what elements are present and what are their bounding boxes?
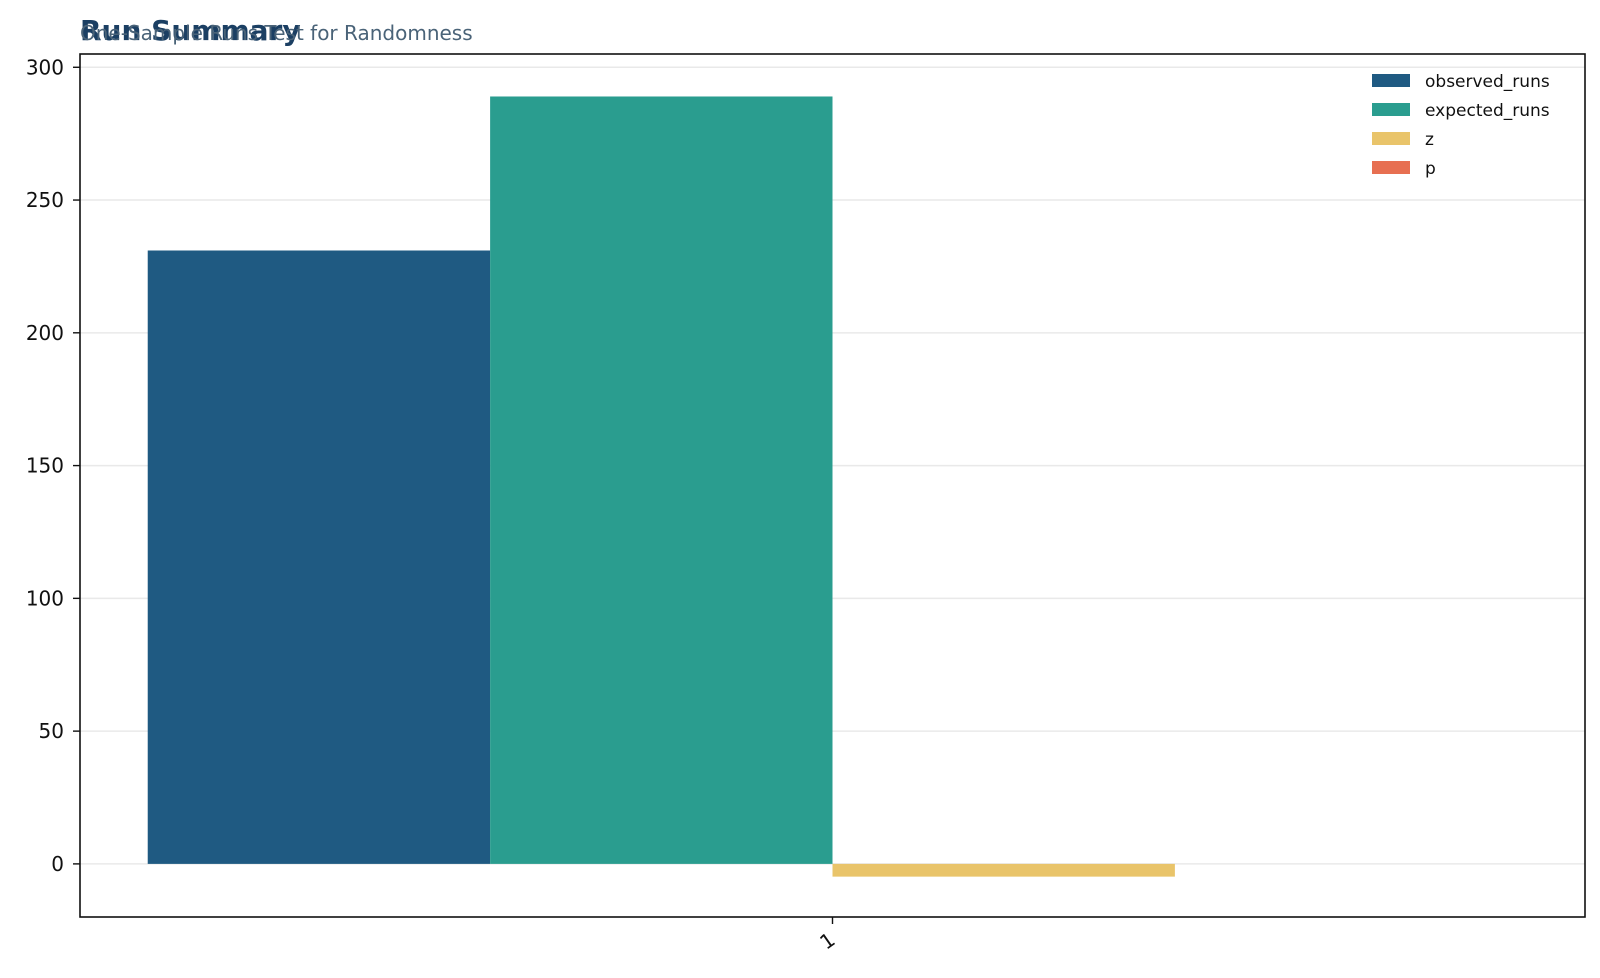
- bar-z: [832, 863, 1175, 877]
- y-tick-label: 250: [26, 188, 64, 212]
- y-tick-label: 100: [26, 586, 64, 610]
- legend-swatch-expected-runs: [1372, 103, 1410, 116]
- y-tick-label: 50: [39, 719, 64, 743]
- y-axis: 0 50 100 150 200 250 300: [26, 55, 80, 876]
- legend-swatch-observed-runs: [1372, 74, 1410, 87]
- legend-swatch-p: [1372, 161, 1410, 174]
- x-tick-label: 1: [815, 927, 839, 954]
- y-tick-label: 0: [51, 852, 64, 876]
- legend-label-p: p: [1425, 159, 1436, 179]
- y-tick-label: 200: [26, 321, 64, 345]
- x-axis: 1: [815, 917, 839, 954]
- bars: [147, 96, 1175, 877]
- legend-label-expected-runs: expected_runs: [1425, 101, 1550, 121]
- legend-label-observed-runs: observed_runs: [1425, 72, 1550, 92]
- legend-label-z: z: [1425, 130, 1434, 150]
- chart-subtitle: One-Sample Runs Test for Randomness: [80, 21, 473, 45]
- chart-title: Run Summary: [80, 14, 301, 47]
- bar-observed-runs: [147, 250, 491, 864]
- legend-swatch-z: [1372, 132, 1410, 145]
- y-tick-label: 300: [26, 55, 64, 79]
- y-tick-label: 150: [26, 454, 64, 478]
- bar-expected-runs: [490, 96, 833, 864]
